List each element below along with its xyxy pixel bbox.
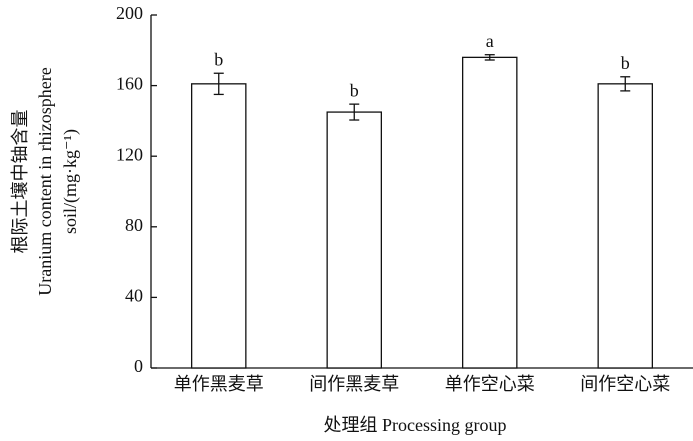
x-tick-label: 单作黑麦草	[174, 374, 264, 394]
significance-letter: a	[486, 31, 494, 51]
bar	[461, 56, 518, 369]
y-axis-label: 根际土壤中铀含量	[10, 110, 30, 254]
error-bar	[213, 72, 224, 96]
error-bar	[620, 76, 631, 92]
y-tick-label: 80	[125, 215, 143, 235]
x-tick-label: 间作空心菜	[580, 374, 670, 394]
x-tick-label: 间作黑麦草	[309, 374, 399, 394]
y-tick-label: 160	[116, 74, 143, 94]
y-tick-label: 120	[116, 144, 143, 164]
bar	[190, 83, 247, 369]
x-tick-label: 单作空心菜	[445, 374, 535, 394]
significance-letter: b	[350, 80, 359, 100]
y-tick-label: 0	[134, 356, 143, 376]
significance-letter: b	[214, 49, 223, 69]
bar	[597, 83, 654, 369]
y-axis-label: Uranium content in rhizosphere	[35, 67, 55, 295]
x-axis-label: 处理组 Processing group	[324, 415, 507, 435]
y-tick-label: 40	[125, 286, 143, 306]
error-bar	[484, 54, 495, 61]
y-tick-label: 200	[116, 3, 143, 23]
significance-letter: b	[621, 53, 630, 73]
bar	[326, 111, 382, 369]
error-bar	[349, 103, 360, 121]
y-axis-label: soil/(mg·kg⁻¹)	[60, 129, 81, 234]
